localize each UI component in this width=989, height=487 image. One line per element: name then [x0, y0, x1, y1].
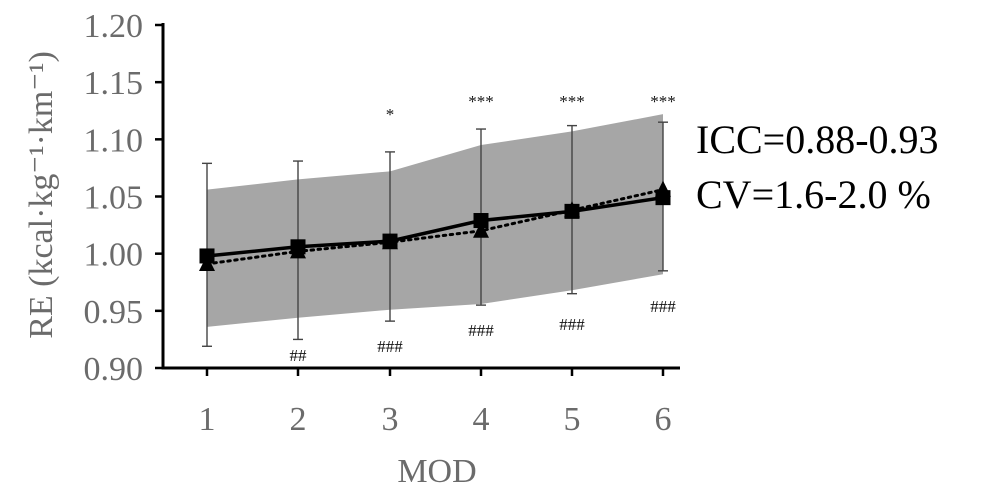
- y-tick-label: 1.05: [84, 180, 144, 217]
- labels-layer: 0.900.951.001.051.101.151.201 2 3 4 5 6**** **…: [84, 8, 677, 438]
- significance-label-above: ***: [468, 92, 494, 111]
- square-marker: [290, 239, 306, 255]
- y-tick-label: 1.15: [84, 65, 144, 102]
- y-tick-label: 1.20: [84, 8, 144, 45]
- y-axis-title: RE (kcal·kg⁻¹·km⁻¹): [23, 51, 60, 339]
- square-marker: [655, 190, 671, 206]
- confidence-band: [207, 114, 663, 327]
- series-line-solid: [206, 195, 664, 258]
- y-tick-label: 1.10: [84, 122, 144, 159]
- triangle-marker: [473, 221, 489, 238]
- y-tick-label: 0.90: [84, 351, 144, 388]
- y-tick-label: 1.00: [84, 237, 144, 274]
- significance-label-below: ###: [377, 337, 403, 356]
- x-tick-label: 2: [290, 401, 307, 438]
- x-axis-title: MOD: [397, 453, 476, 487]
- series-line-dotted: [205, 188, 665, 266]
- significance-label-above: *: [386, 105, 395, 124]
- square-marker: [382, 233, 398, 249]
- significance-label-below: ###: [559, 315, 585, 334]
- axes: [155, 23, 680, 376]
- x-tick-label: 5: [564, 401, 581, 438]
- cv-annotation: CV=1.6-2.0 %: [696, 172, 931, 217]
- x-tick-label: 6: [655, 401, 672, 438]
- significance-label-below: ###: [468, 321, 494, 340]
- confidence-band-layer: [207, 114, 663, 327]
- square-marker: [473, 213, 489, 229]
- x-tick-label: 3: [382, 401, 399, 438]
- significance-label-below: ###: [650, 297, 676, 316]
- icc-annotation: ICC=0.88-0.93: [696, 117, 939, 162]
- x-tick-label: 4: [473, 401, 490, 438]
- series-layer: [199, 180, 671, 271]
- x-tick-label: 1: [199, 401, 216, 438]
- y-tick-label: 0.95: [84, 294, 144, 331]
- significance-label-above: ***: [559, 92, 585, 111]
- significance-label-below: ##: [290, 346, 308, 365]
- square-marker: [564, 203, 580, 219]
- significance-label-above: ***: [650, 92, 676, 111]
- square-marker: [199, 248, 215, 264]
